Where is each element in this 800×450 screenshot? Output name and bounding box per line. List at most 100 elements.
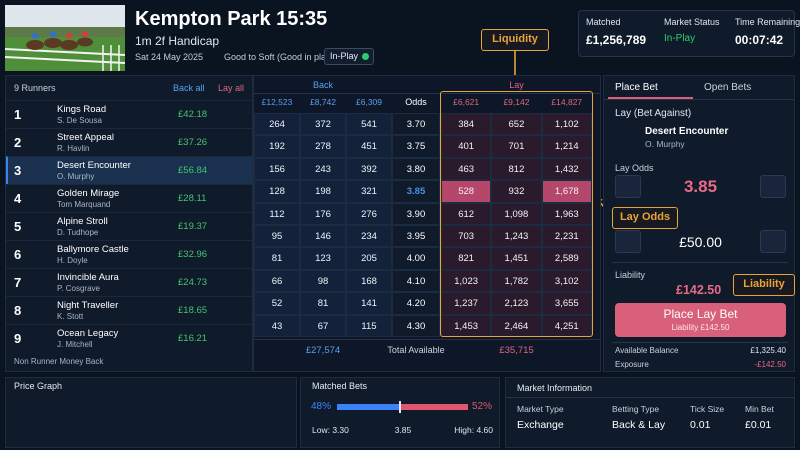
liquidity-value: 2,464 <box>504 320 529 332</box>
back-cell[interactable] <box>346 292 392 315</box>
liquidity-value: 652 <box>508 119 525 130</box>
lay-cell[interactable] <box>441 247 492 270</box>
race-type: 1m 2f Handicap <box>135 34 220 48</box>
lay-cell[interactable] <box>441 202 492 225</box>
back-cell[interactable] <box>300 180 346 203</box>
odds-cell <box>392 269 440 293</box>
back-cell[interactable] <box>346 269 392 293</box>
lay-cell[interactable] <box>491 113 542 136</box>
runner-row[interactable] <box>6 100 252 128</box>
tab[interactable]: Open Bets <box>704 82 752 93</box>
back-cell[interactable] <box>254 247 300 270</box>
back-cell[interactable] <box>254 314 300 337</box>
lay-cell[interactable] <box>491 269 542 293</box>
odds-decrease-button[interactable] <box>615 175 641 198</box>
back-all-button[interactable]: Back all <box>173 83 205 93</box>
back-cell[interactable] <box>346 180 392 203</box>
back-cell[interactable] <box>346 314 392 337</box>
back-cell[interactable] <box>254 292 300 315</box>
runner-row[interactable] <box>6 128 252 156</box>
lay-cell[interactable] <box>541 269 592 293</box>
lay-cell[interactable] <box>541 180 592 203</box>
back-cell[interactable] <box>254 135 300 158</box>
jockey-name: P. Cosgrave <box>57 284 100 293</box>
lay-cell[interactable] <box>541 292 592 315</box>
back-cell[interactable] <box>300 314 346 337</box>
liquidity-value: 95 <box>271 231 283 242</box>
stake-increase-button[interactable] <box>760 230 786 253</box>
lay-cell[interactable] <box>541 202 592 225</box>
runner-row[interactable] <box>6 324 252 352</box>
lay-cell[interactable] <box>491 225 542 248</box>
runner-row[interactable] <box>6 268 252 296</box>
back-cell[interactable] <box>300 135 346 158</box>
runner-row[interactable] <box>6 240 252 268</box>
runner-number: 4 <box>14 191 22 206</box>
back-cell[interactable] <box>346 225 392 248</box>
lay-cell[interactable] <box>491 180 542 203</box>
lay-cell[interactable] <box>541 157 592 181</box>
back-cell[interactable] <box>346 247 392 270</box>
lay-cell[interactable] <box>491 157 542 181</box>
lay-all-button[interactable]: Lay all <box>218 83 245 93</box>
back-cell[interactable] <box>300 202 346 225</box>
back-total: £12,523 <box>261 97 293 107</box>
back-cell[interactable] <box>346 157 392 181</box>
liquidity-value: 205 <box>361 253 377 265</box>
selected-jockey: O. Murphy <box>645 139 685 149</box>
lay-cell[interactable] <box>491 292 542 315</box>
back-cell[interactable] <box>254 157 300 181</box>
runner-row[interactable] <box>6 212 252 240</box>
back-cell[interactable] <box>346 202 392 225</box>
back-cell[interactable] <box>346 135 392 158</box>
back-cell[interactable] <box>300 292 346 315</box>
runner-row[interactable] <box>6 184 252 212</box>
lay-cell[interactable] <box>441 269 492 293</box>
lay-cell[interactable] <box>441 135 492 158</box>
panel-title: Matched Bets <box>312 381 368 391</box>
lay-cell[interactable] <box>541 113 592 136</box>
runner-price: £16.21 <box>178 333 208 344</box>
runner-count: 9 Runners <box>14 83 56 93</box>
lay-cell[interactable] <box>541 247 592 270</box>
back-cell[interactable] <box>254 225 300 248</box>
lay-cell[interactable] <box>441 180 492 203</box>
back-cell[interactable] <box>254 113 300 136</box>
lay-cell[interactable] <box>491 202 542 225</box>
odds-increase-button[interactable] <box>760 175 786 198</box>
lay-cell[interactable] <box>441 225 492 248</box>
odds-value: 4.20 <box>406 298 426 310</box>
odds-cell <box>392 314 440 337</box>
liability-label: Liability <box>615 270 646 280</box>
lay-cell[interactable] <box>491 135 542 158</box>
stake-decrease-button[interactable] <box>615 230 641 253</box>
runner-row[interactable] <box>6 296 252 324</box>
back-cell[interactable] <box>300 225 346 248</box>
lay-cell[interactable] <box>541 135 592 158</box>
runner-row-selected[interactable] <box>6 156 252 184</box>
going: Good to Soft (Good in places) <box>224 52 344 62</box>
back-cell[interactable] <box>254 180 300 203</box>
back-cell[interactable] <box>346 113 392 136</box>
runner-number: 9 <box>14 331 22 346</box>
lay-cell[interactable] <box>491 247 542 270</box>
back-cell[interactable] <box>254 202 300 225</box>
back-cell[interactable] <box>300 157 346 181</box>
button-sublabel: Liability £142.50 <box>671 323 730 332</box>
summary-value: 00:07:42 <box>735 33 784 47</box>
stake-rule <box>612 262 788 263</box>
market-info-panel <box>505 377 795 448</box>
liquidity-value: 932 <box>508 186 525 198</box>
lay-cell[interactable] <box>441 113 492 136</box>
lay-cell[interactable] <box>441 292 492 315</box>
back-cell[interactable] <box>300 269 346 293</box>
place-bet-button[interactable] <box>615 303 786 337</box>
liquidity-value: 1,782 <box>504 275 529 287</box>
lay-cell[interactable] <box>441 157 492 181</box>
lay-cell[interactable] <box>541 225 592 248</box>
back-cell[interactable] <box>300 113 346 136</box>
runner-number: 8 <box>14 303 22 318</box>
back-cell[interactable] <box>300 247 346 270</box>
back-cell[interactable] <box>254 269 300 293</box>
tab-active[interactable]: Place Bet <box>615 82 658 93</box>
